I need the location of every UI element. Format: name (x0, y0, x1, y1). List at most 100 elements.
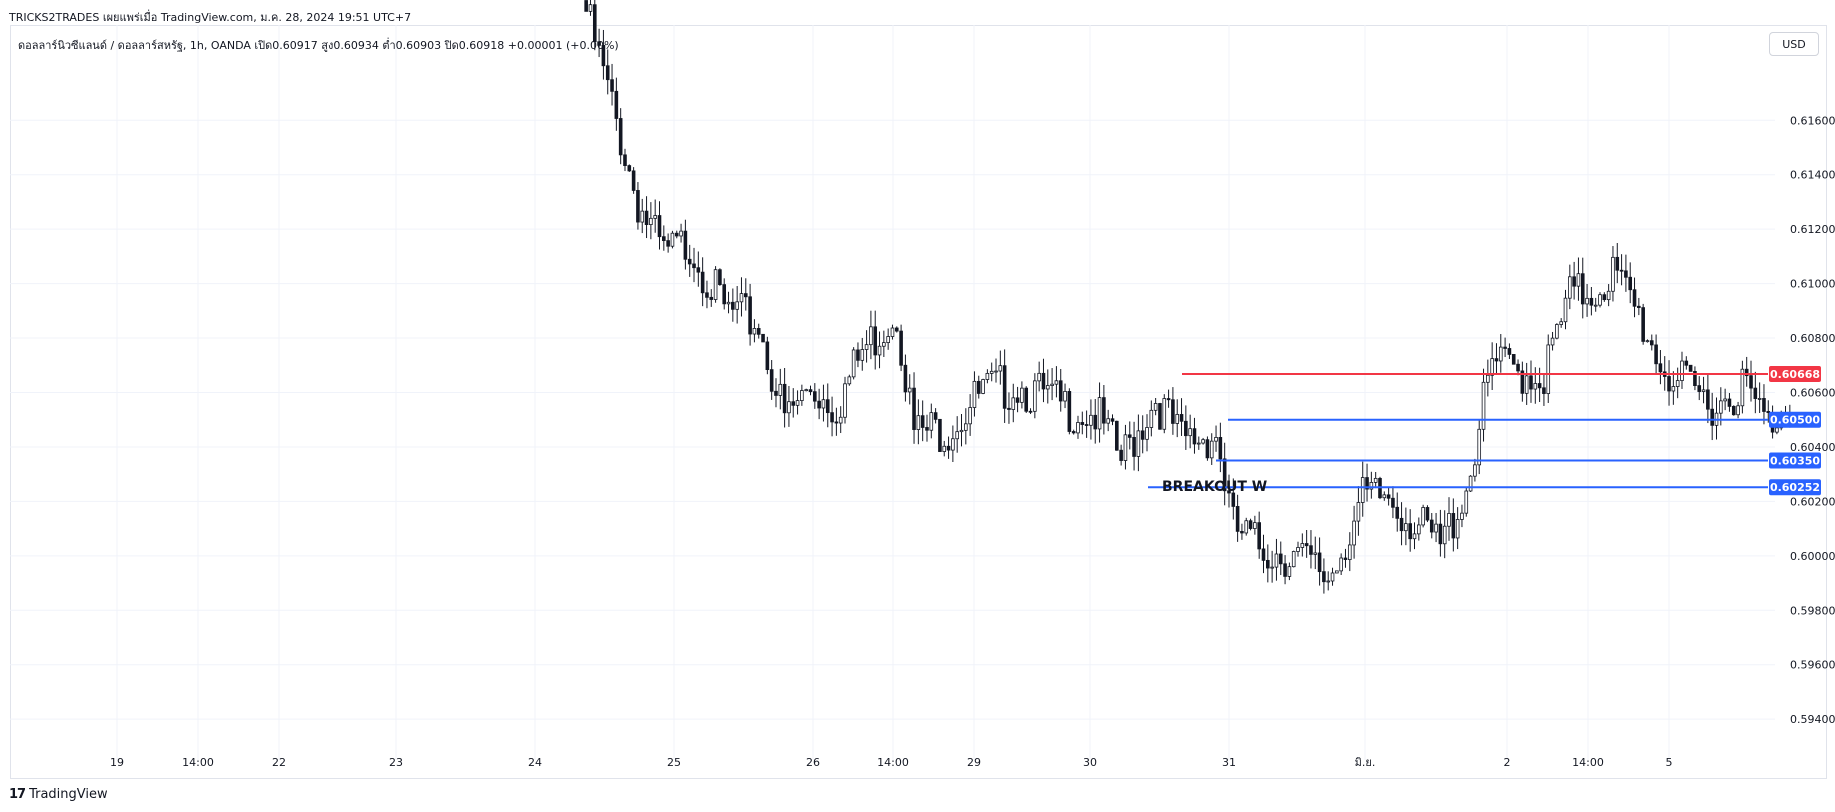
candle-body (925, 427, 929, 431)
candle-body (674, 232, 679, 237)
candle-body (830, 412, 834, 423)
support-price-tag (1769, 479, 1821, 496)
candle-body (1399, 517, 1404, 532)
candle-body (959, 429, 964, 433)
candle-body (1404, 523, 1408, 532)
candle-body (1209, 440, 1214, 459)
candle-body (1744, 368, 1749, 377)
candle-body (1158, 403, 1162, 430)
candle-body (1520, 370, 1525, 394)
candle-body (1555, 324, 1559, 339)
candle-body (804, 389, 808, 392)
breakout-annotation[interactable]: BREAKOUT W (1162, 479, 1267, 495)
candle-body (653, 215, 657, 219)
candle-body (657, 215, 662, 238)
candle-body (1731, 405, 1736, 416)
candle-body (1097, 397, 1102, 430)
candle-body (1339, 557, 1343, 572)
chart-area[interactable] (10, 25, 1827, 779)
candle-body (976, 380, 981, 394)
candle-body (847, 376, 852, 385)
currency-button[interactable]: USD (1769, 32, 1819, 56)
candle-body (864, 344, 869, 350)
candle-body (916, 415, 921, 430)
candle-body (743, 293, 748, 298)
price-axis: 0.61600 0.61400 0.61200 0.61000 0.60800 0.606… (1790, 114, 1835, 726)
candle-body (821, 399, 826, 409)
candle-body (1382, 494, 1387, 499)
candle-body (1296, 547, 1300, 552)
candle-body (1632, 289, 1637, 307)
candle-body (907, 387, 912, 393)
candle-body (1192, 428, 1197, 445)
candle-body (1675, 380, 1680, 387)
candle-body (1421, 507, 1425, 526)
candle-body (1317, 552, 1322, 573)
annotations: BREAKOUT W (1162, 479, 1267, 495)
candle-body (1175, 414, 1180, 424)
candle-body (1671, 386, 1676, 392)
candle-body (752, 328, 757, 335)
candle-body (670, 232, 675, 247)
candle-body (1727, 398, 1732, 407)
candle-body (1162, 398, 1167, 430)
candle-body (1762, 398, 1766, 412)
candle-body (1568, 276, 1572, 299)
candle-body (882, 342, 886, 347)
candle-body (1447, 513, 1451, 527)
candle-body (1576, 273, 1581, 287)
candle-body (1563, 297, 1568, 323)
time-tick-label: 23 (389, 756, 403, 769)
candle-body (1365, 477, 1369, 490)
candle-body (1572, 276, 1576, 287)
level-price-label: 0.60500 (1770, 414, 1820, 427)
candle-body (1490, 358, 1494, 376)
candle-body (1356, 502, 1361, 522)
time-tick-label: 14:00 (182, 756, 214, 769)
candle-body (929, 412, 934, 431)
candle-body (1171, 399, 1175, 424)
candle-body (1045, 385, 1050, 390)
candle-body (1749, 375, 1753, 389)
candle-body (1007, 407, 1011, 410)
candle-body (769, 369, 774, 392)
candle-body (1412, 533, 1417, 540)
candle-body (1119, 449, 1123, 461)
candle-body (1149, 409, 1154, 428)
candle-body (1080, 422, 1085, 425)
candle-body (1093, 414, 1098, 430)
candle-body (1593, 304, 1598, 307)
candle-body (1266, 559, 1270, 569)
candle-body (1166, 398, 1171, 401)
candle-body (946, 445, 951, 451)
candle-body (1011, 397, 1016, 410)
candle-body (1110, 418, 1115, 422)
candle-body (1386, 494, 1391, 499)
tradingview-logo[interactable]: 17 TradingView (9, 787, 108, 802)
candle-body (597, 41, 601, 46)
candle-body (1343, 557, 1348, 560)
candle-body (1680, 360, 1684, 381)
candle-body (761, 333, 765, 343)
candle-body (1736, 405, 1740, 416)
candle-body (1037, 372, 1041, 382)
candle-body (899, 330, 903, 366)
time-tick-label: 29 (967, 756, 981, 769)
candle-body (838, 416, 843, 424)
candle-body (1710, 408, 1714, 426)
candle-body (933, 412, 938, 420)
candle-body (1033, 380, 1037, 412)
candle-body (1309, 545, 1313, 555)
candle-body (873, 326, 878, 356)
candle-body (1606, 290, 1611, 301)
candle-body (666, 240, 670, 247)
candle-body (1084, 424, 1089, 426)
candle-body (1628, 276, 1633, 291)
candle-body (1326, 580, 1331, 583)
candle-body (1645, 340, 1650, 343)
candle-body (964, 423, 968, 431)
candle-body (1127, 434, 1132, 438)
candle-body (1102, 397, 1106, 424)
candle-body (782, 383, 787, 414)
candle-body (774, 390, 778, 396)
